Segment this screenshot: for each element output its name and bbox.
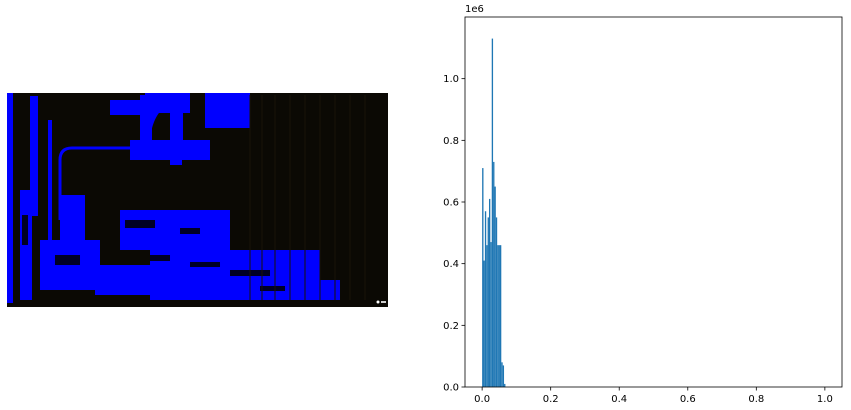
histogram-bar [504,383,506,387]
histogram-chart: 0.0 0.2 0.4 0.6 0.8 1.0 0.0 0.2 0.4 0.6 0.8 1.0 1e… [443,4,843,405]
histogram-bar [494,186,496,387]
histogram-bar [484,211,487,387]
plot-area [465,17,842,387]
x-axis: 0.0 0.2 0.4 0.6 0.8 1.0 [474,387,833,405]
x-tick-label: 0.4 [611,394,627,405]
y-tick-label: 0.6 [443,198,459,209]
histogram-bar [502,365,505,387]
x-tick-label: 1.0 [817,394,833,405]
histogram-bar [487,217,489,387]
y-tick-label: 0.8 [443,136,459,147]
histogram-bar [488,198,491,387]
y-tick-label: 1.0 [443,74,459,85]
x-tick-label: 0.6 [680,394,696,405]
watermark-icon [376,300,380,304]
histogram-bar [501,362,503,387]
histogram-bar [497,245,499,387]
y-tick-label: 0.4 [443,259,459,270]
x-tick-label: 0.2 [543,394,559,405]
y-axis: 0.0 0.2 0.4 0.6 0.8 1.0 [443,74,465,394]
histogram-bar [486,245,488,387]
histogram-bar [495,217,498,387]
histogram-bar [483,260,485,387]
histogram-bar [482,168,484,387]
x-tick-label: 0.0 [474,394,490,405]
histogram-bar [490,242,492,387]
histogram-bar [498,245,500,387]
histogram-bar [491,38,494,387]
x-tick-label: 0.8 [748,394,764,405]
histogram-bar [493,161,495,387]
left-image [7,93,388,307]
bars [482,38,506,387]
y-tick-label: 0.2 [443,321,459,332]
y-tick-label: 0.0 [443,383,459,394]
offset-text: 1e6 [465,4,484,15]
histogram-bar [499,245,502,387]
